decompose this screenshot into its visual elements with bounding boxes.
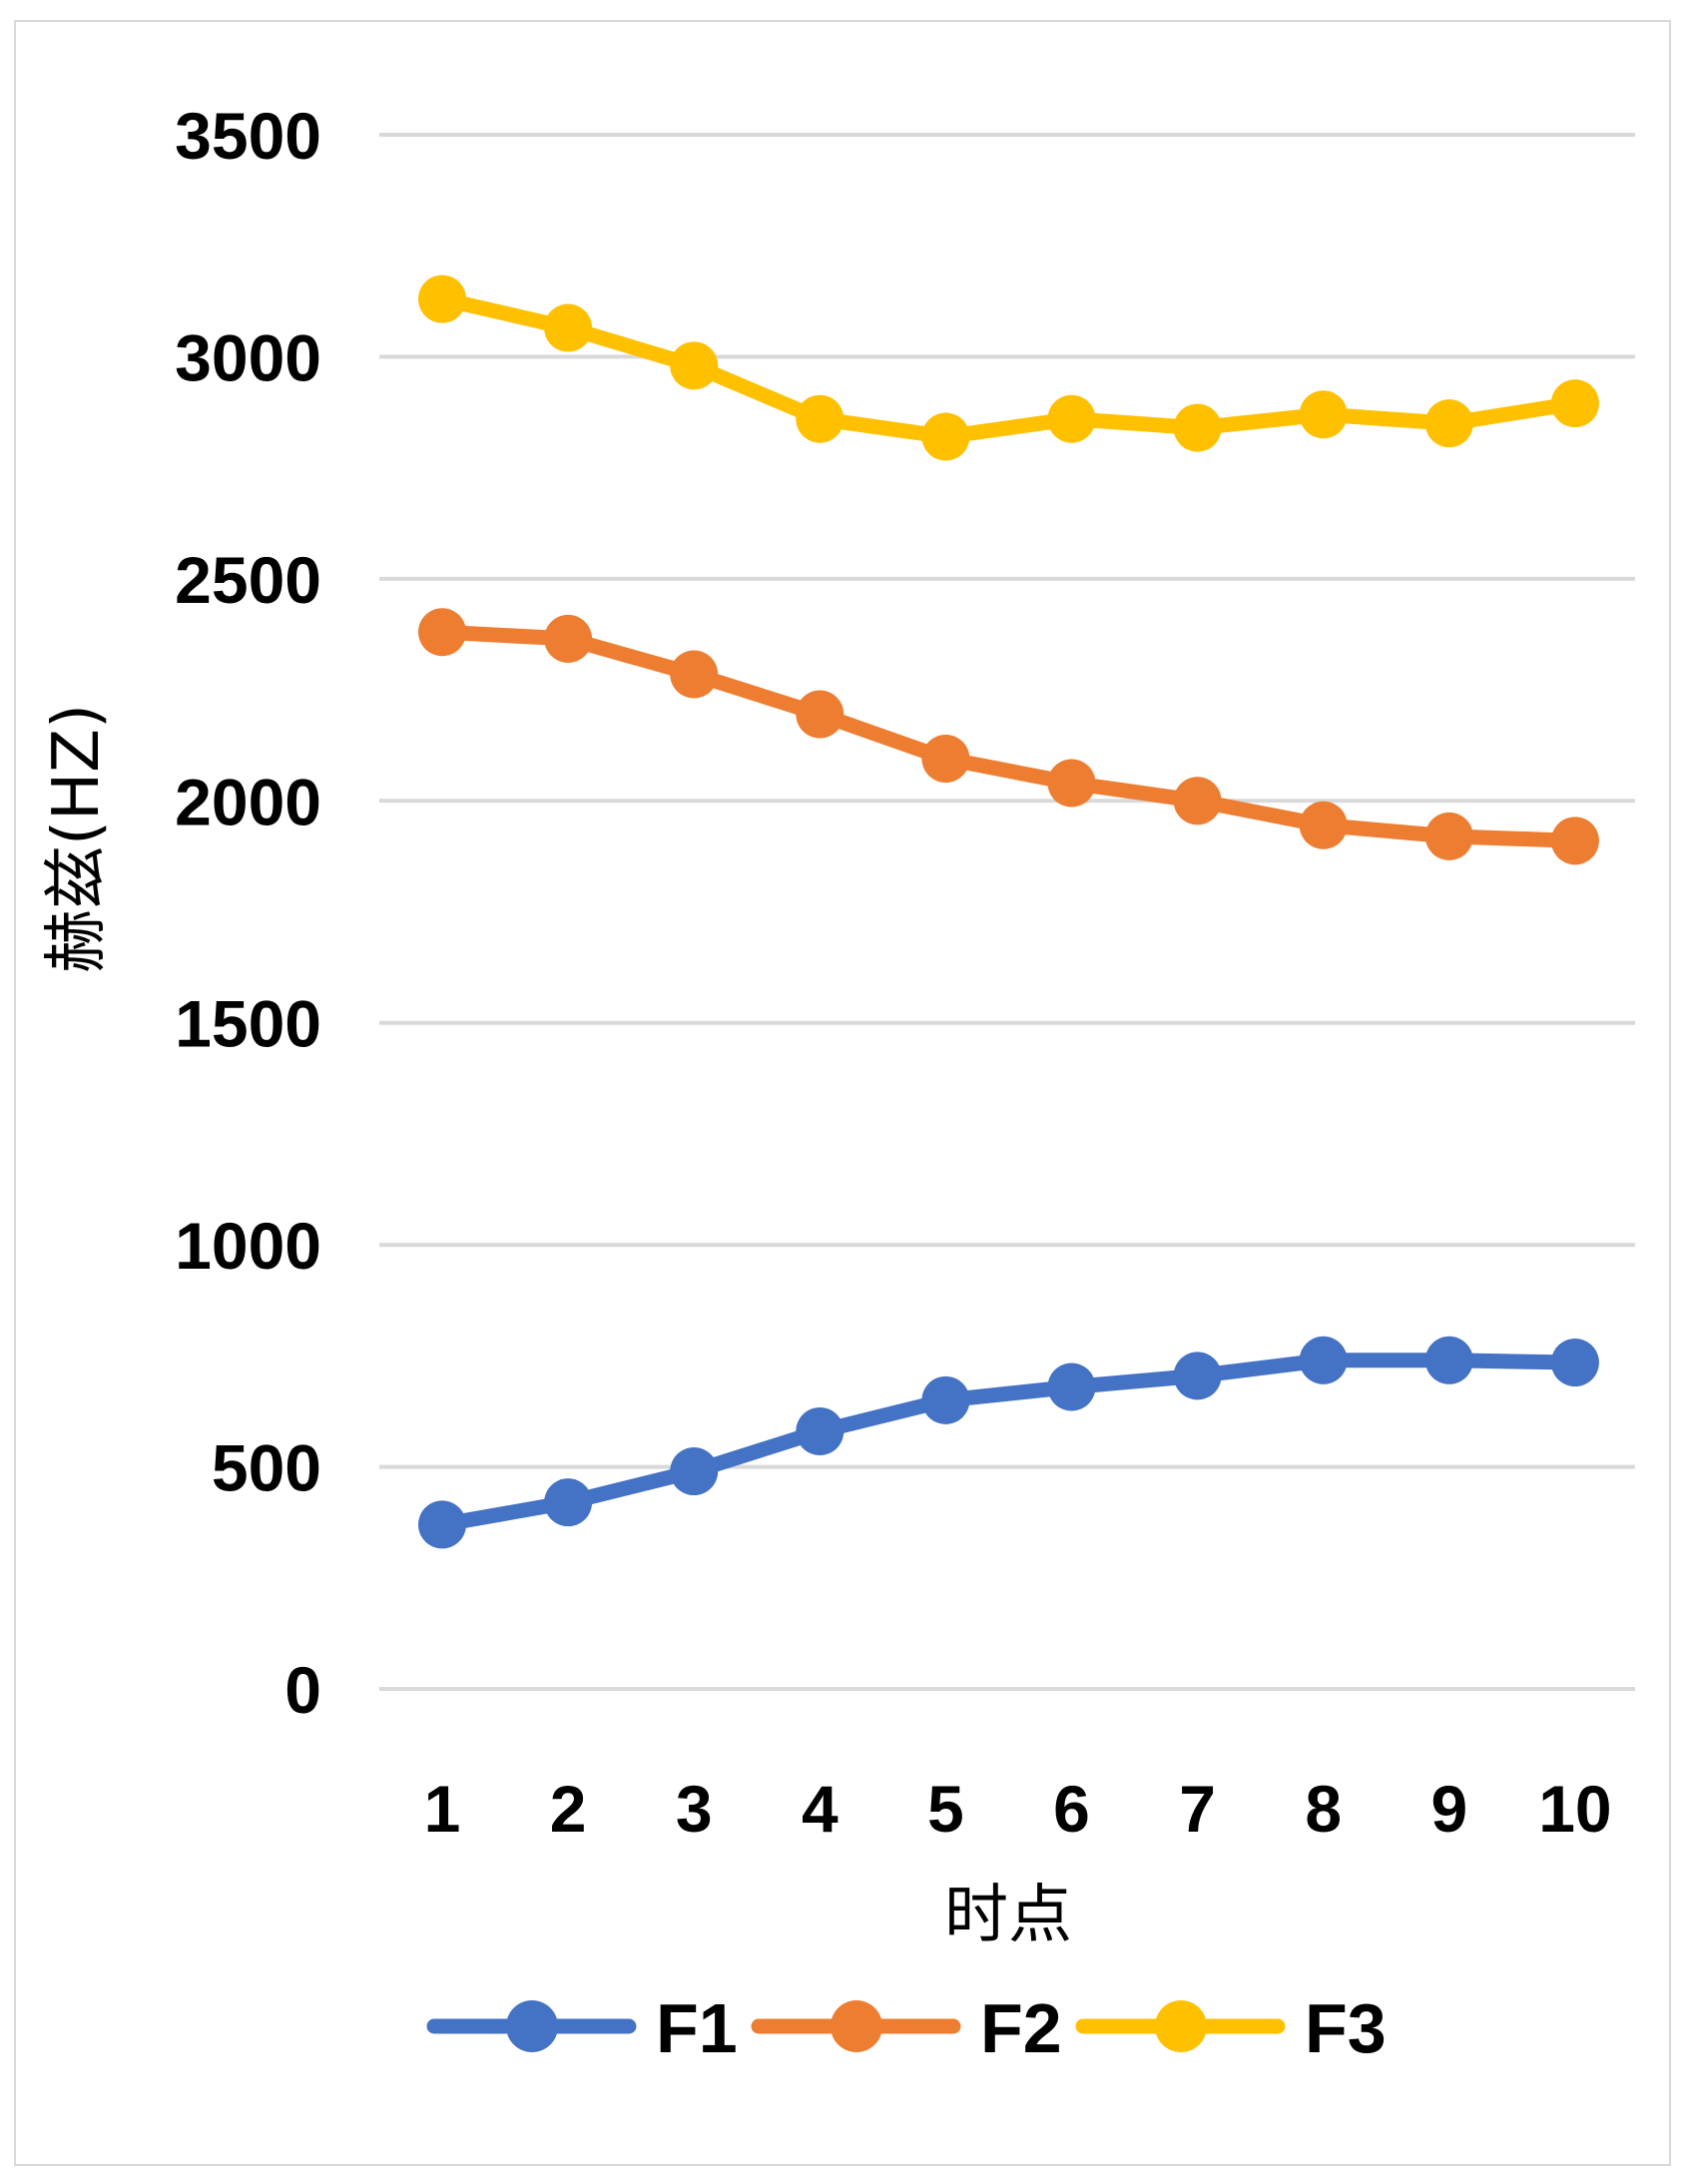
series-f2 [418,608,1599,865]
x-axis-title: 时点 [944,1879,1072,1952]
data-point [1047,1363,1096,1411]
data-point [921,1375,970,1424]
data-point [1550,1339,1599,1387]
legend-item-f3: F3 [1075,1989,1387,2067]
x-tick-label: 5 [927,1772,964,1846]
chart-frame [14,20,1671,2166]
y-tick-label: 2500 [175,543,321,617]
data-point [1299,1336,1348,1384]
y-axis-title: 赫兹(HZ) [40,704,114,973]
x-tick-label: 10 [1538,1772,1611,1846]
series-layer [418,274,1599,1549]
data-point [1299,801,1348,849]
data-point [1173,403,1222,452]
data-point [1424,812,1473,860]
data-point [1550,817,1599,865]
data-point [1173,1352,1222,1400]
series-f3 [418,274,1599,461]
y-tick-label: 3500 [175,99,321,173]
data-point [1299,390,1348,439]
y-tick-label: 1000 [175,1209,321,1283]
data-point [1047,759,1096,808]
x-tick-label: 8 [1305,1772,1342,1846]
legend-marker [1155,2000,1207,2052]
series-f1 [418,1336,1599,1549]
legend-marker [506,2000,558,2052]
x-tick-label: 7 [1179,1772,1216,1846]
x-tick-label: 4 [802,1772,839,1846]
legend-item-f1: F1 [426,1989,738,2067]
data-point [418,608,466,657]
x-tick-label: 2 [550,1772,587,1846]
data-point [1173,777,1222,825]
series-line [434,291,1583,445]
data-point [418,274,466,323]
x-tick-label: 9 [1430,1772,1467,1846]
data-point [796,690,844,739]
series-line [434,1353,1583,1532]
data-point [1550,379,1599,428]
x-tick-label: 6 [1053,1772,1090,1846]
data-point [1424,399,1473,448]
y-tick-label: 500 [212,1431,321,1505]
data-point [796,394,844,443]
x-tick-label: 1 [424,1772,461,1846]
data-point [670,1447,719,1496]
x-axis-ticks: 1 2 3 4 5 6 7 8 9 10 [424,1772,1612,1846]
legend-label: F3 [1305,1989,1387,2067]
y-tick-label: 1500 [175,987,321,1061]
y-tick-label: 0 [284,1653,321,1727]
legend: F1 F2 F3 [426,1989,1387,2067]
data-point [921,735,970,784]
data-point [670,341,719,390]
legend-item-f2: F2 [751,1989,1062,2067]
legend-label: F1 [656,1989,738,2067]
data-point [1047,394,1096,443]
data-point [544,1478,593,1527]
legend-label: F2 [980,1989,1062,2067]
y-tick-label: 3000 [175,320,321,394]
data-point [544,303,593,352]
data-point [1424,1336,1473,1384]
series-line [434,624,1583,848]
y-axis-ticks: 0 500 1000 1500 2000 2500 3000 3500 [175,99,321,1727]
data-point [670,650,719,699]
data-point [418,1500,466,1549]
y-tick-label: 2000 [175,765,321,838]
data-point [796,1406,844,1455]
legend-marker [831,2000,882,2052]
x-tick-label: 3 [676,1772,713,1846]
gridlines [379,133,1635,1691]
data-point [921,412,970,461]
data-point [544,614,593,663]
